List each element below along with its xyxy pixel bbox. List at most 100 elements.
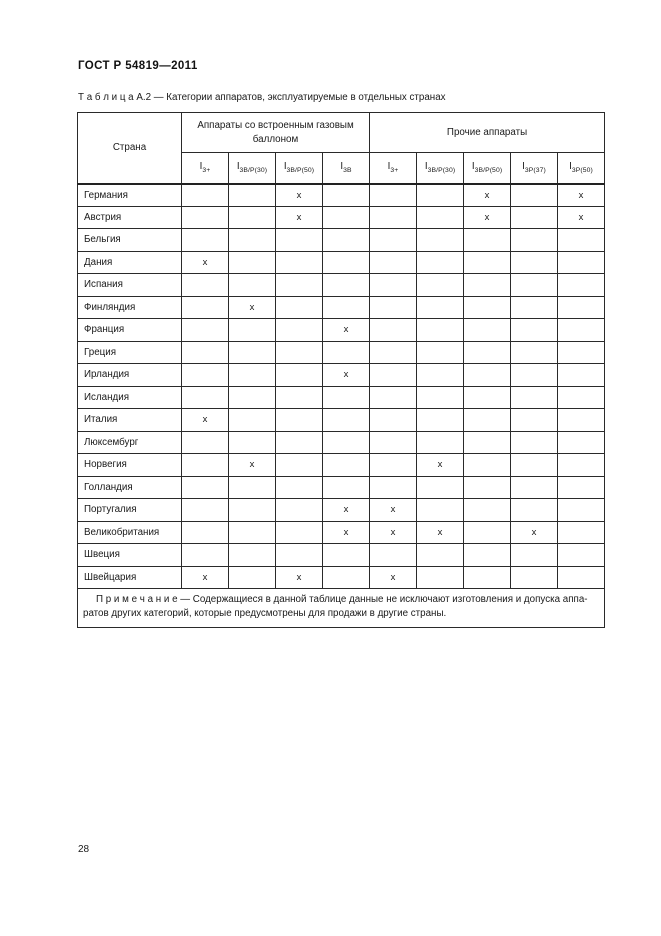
mark-cell: x [321,520,371,544]
mark-cell [228,430,276,454]
mark-cell [510,498,559,522]
table-row: Исландия [77,385,606,409]
mark-cell [416,273,465,297]
mark-cell [416,363,465,387]
mark-cell [463,228,512,252]
mark-cell: x [557,183,606,207]
mark-cell [275,453,323,477]
category-symbol: I [522,161,525,173]
mark-cell [369,543,418,567]
mark-cell [181,543,229,567]
mark-cell [510,295,559,319]
mark-cell [228,543,276,567]
mark-cell [463,363,512,387]
mark-cell [228,475,276,499]
category-symbol: I [236,161,240,173]
mark-cell [557,295,606,319]
mark-cell [463,543,512,567]
country-cell: Исландия [77,385,182,409]
mark-cell: x [275,183,323,207]
table-row: Испания [77,273,606,297]
mark-cell [557,430,606,454]
category-header: I3+ [369,152,418,185]
mark-cell [510,475,559,499]
country-cell: Норвегия [77,453,182,477]
table-row: Португалия x x [77,498,606,522]
category-header: I3В [321,152,371,185]
mark-cell [228,498,276,522]
table-row: Бельгия [77,228,606,252]
mark-cell [510,543,559,567]
mark-cell: x [181,565,229,589]
mark-cell: x [228,295,276,319]
mark-cell [510,273,559,297]
mark-cell [369,340,418,364]
mark-cell [369,250,418,274]
mark-cell [228,408,276,432]
table-row: Люксембург [77,430,606,454]
mark-cell: x [228,453,276,477]
mark-cell [510,453,559,477]
mark-cell [416,205,465,229]
table-row: Швейцария x x x [77,565,606,589]
mark-cell [557,543,606,567]
category-subscript: 3В/Р(50) [474,167,503,175]
mark-cell [228,385,276,409]
table-note-cell: П р и м е ч а н и е — Содержащиеся в дан… [76,587,606,629]
mark-cell [416,183,465,207]
mark-cell [275,295,323,319]
country-cell: Греция [77,340,182,364]
mark-cell [463,565,512,589]
category-subscript: 3В/Р(30) [239,167,268,175]
mark-cell [416,385,465,409]
country-cell: Германия [77,183,182,207]
mark-cell [321,228,371,252]
mark-cell [416,295,465,319]
mark-cell [510,205,559,229]
country-cell: Швеция [77,543,182,567]
mark-cell [369,273,418,297]
category-header: I3Р(50) [557,152,606,185]
mark-cell [510,183,559,207]
country-column-header: Страна [77,112,182,184]
mark-cell [510,340,559,364]
country-cell: Бельгия [77,228,182,252]
mark-cell [275,318,323,342]
mark-cell [463,340,512,364]
doc-header: ГОСТ Р 54819—2011 [78,60,198,72]
group1-header: Аппараты со встроенным газовым баллоном [180,112,371,153]
mark-cell [321,273,371,297]
mark-cell [321,475,371,499]
note-text-line2: ратов других категорий, которые предусмо… [83,607,447,619]
mark-cell: x [181,408,229,432]
mark-cell [557,408,606,432]
mark-cell [463,498,512,522]
mark-cell [369,453,418,477]
mark-cell [416,430,465,454]
mark-cell: x [557,205,606,229]
mark-cell [416,340,465,364]
category-subscript: 3Р(50) [571,167,593,175]
country-cell: Ирландия [77,363,182,387]
mark-cell [181,183,229,207]
mark-cell [228,565,276,589]
mark-cell [369,408,418,432]
mark-cell [321,183,371,207]
mark-cell [463,453,512,477]
mark-cell [321,453,371,477]
header-category-row: I3+ I3В/Р(30) I3В/Р(50) I3В I3+ I3В/Р(30… [78,152,606,185]
mark-cell [228,250,276,274]
mark-cell: x [321,318,371,342]
table-row: Швеция [77,543,606,567]
mark-cell [321,543,371,567]
mark-cell [228,183,276,207]
mark-cell [228,228,276,252]
category-symbol: I [387,161,391,173]
category-subscript: 3+ [390,167,399,175]
mark-cell [463,475,512,499]
mark-cell [181,363,229,387]
mark-cell [275,408,323,432]
group2-header: Прочие аппараты [369,112,606,153]
mark-cell [416,318,465,342]
mark-cell [463,520,512,544]
